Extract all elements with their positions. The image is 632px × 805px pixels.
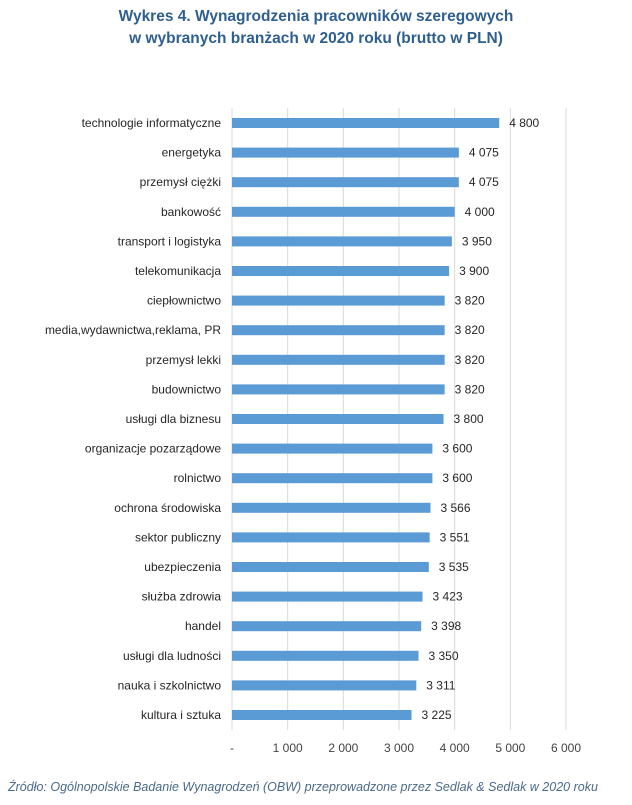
category-label: kultura i sztuka [141,708,221,722]
bar [232,295,445,306]
data-label: 3 600 [442,471,472,485]
bar [232,621,422,632]
bar [232,591,423,602]
data-label: 3 225 [422,708,452,722]
data-label: 3 800 [454,412,484,426]
bar [232,206,455,217]
data-label: 3 900 [459,264,489,278]
bar [232,384,445,395]
data-label: 3 820 [455,294,485,308]
data-label: 4 000 [465,205,495,219]
category-label: budownictwo [152,382,222,396]
bar [232,443,433,454]
data-label: 3 535 [439,560,469,574]
data-label: 3 423 [433,590,463,604]
chart-title-line-1: Wykres 4. Wynagrodzenia pracowników szer… [118,8,514,25]
x-tick-label: 1 000 [273,741,303,755]
bar [232,680,417,691]
category-label: organizacje pozarządowe [85,442,221,456]
data-label: 4 075 [469,146,499,160]
data-label: 3 950 [462,234,492,248]
data-label: 3 566 [441,501,471,515]
bar [232,502,431,513]
category-label: technologie informatyczne [82,116,222,130]
bar [232,562,429,572]
data-label: 3 600 [442,442,472,456]
bar [232,650,419,661]
category-label: ubezpieczenia [144,560,221,574]
data-label: 3 311 [426,678,455,692]
source-note: Źródło: Ogólnopolskie Badanie Wynagrodze… [8,780,598,794]
category-label: przemysł lekki [146,353,221,367]
category-label: rolnictwo [174,471,222,485]
category-label: usługi dla biznesu [126,412,221,426]
bar [232,473,433,484]
bar [232,266,450,276]
data-label: 3 820 [455,353,485,367]
chart-title: Wykres 4. Wynagrodzenia pracowników szer… [0,6,632,50]
category-label: ciepłownictwo [147,294,221,308]
data-label: 4 075 [469,175,499,189]
category-label: usługi dla ludności [123,649,221,663]
category-label: ochrona środowiska [114,501,221,515]
bar [232,177,459,188]
data-label: 3 398 [431,619,461,633]
x-tick-label: 5 000 [495,741,525,755]
category-label: nauka i szkolnictwo [118,678,222,692]
chart-title-line-2: w wybranych branżach w 2020 roku (brutto… [129,30,503,47]
category-label: służba zdrowia [142,590,222,604]
category-label: sektor publiczny [135,530,221,544]
category-label: bankowość [161,205,221,219]
data-label: 3 820 [455,382,485,396]
x-tick-label: 4 000 [440,741,470,755]
category-label: handel [185,619,221,633]
data-label: 3 350 [428,649,458,663]
category-label: media,wydawnictwa,reklama, PR [45,323,221,337]
bar [232,325,445,336]
data-label: 3 820 [455,323,485,337]
bar [232,532,430,543]
bar [232,147,459,158]
x-tick-label: 6 000 [551,741,581,755]
x-tick-label: - [230,741,234,755]
category-label: przemysł ciężki [140,175,221,189]
bar [232,414,444,424]
category-label: transport i logistyka [118,234,222,248]
bar [232,118,500,128]
x-tick-label: 3 000 [384,741,414,755]
bar [232,354,445,365]
bar [232,236,452,247]
x-tick-label: 2 000 [328,741,358,755]
category-label: telekomunikacja [135,264,221,278]
data-label: 3 551 [440,530,470,544]
category-label: energetyka [162,146,222,160]
bar [232,710,412,720]
data-label: 4 800 [509,116,539,130]
